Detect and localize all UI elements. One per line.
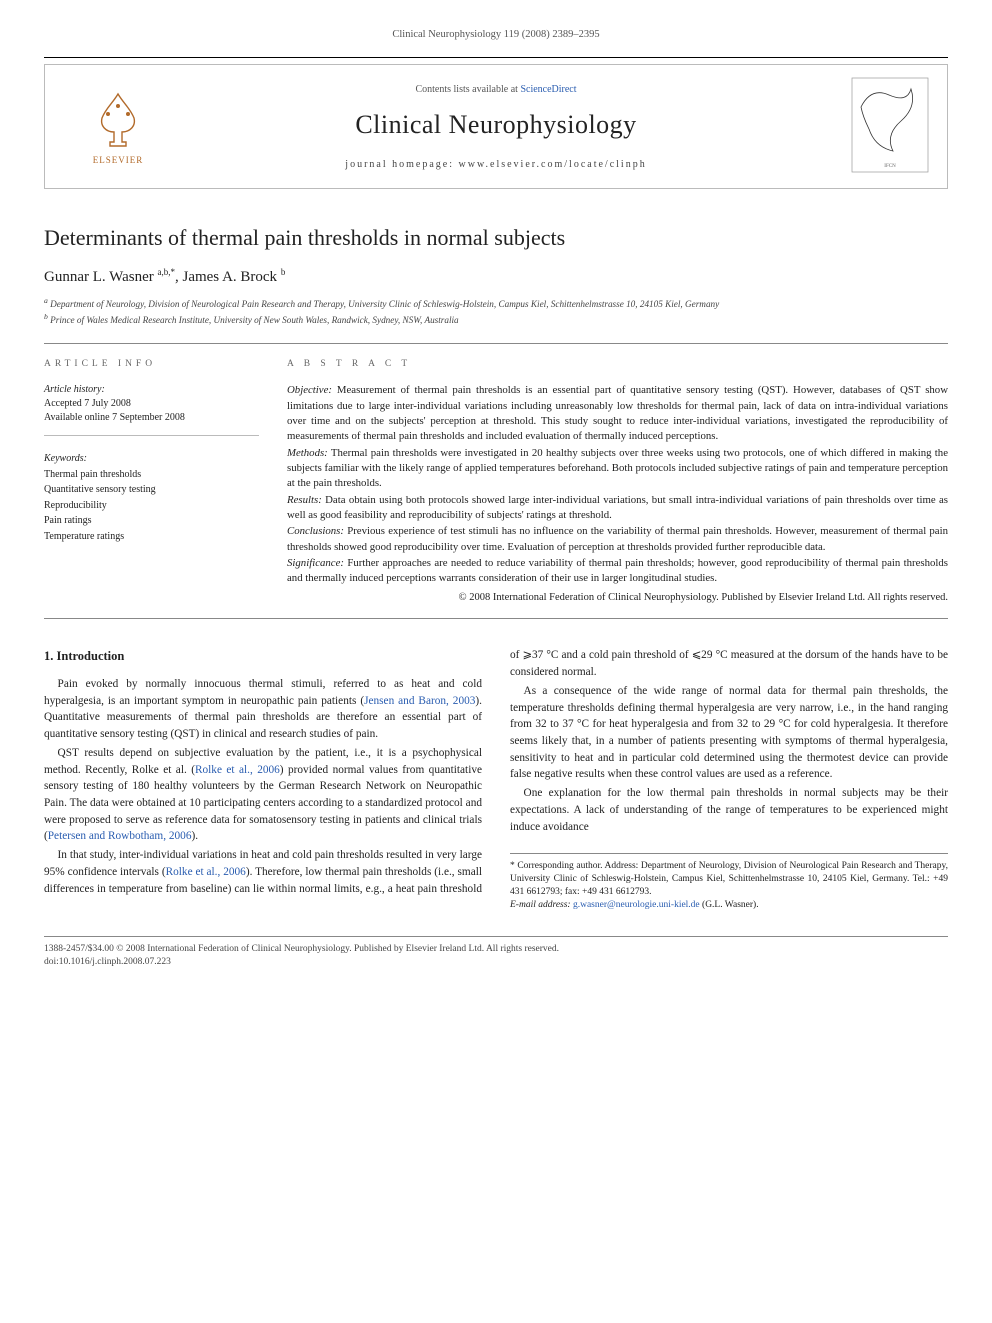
citation-link[interactable]: Petersen and Rowbotham, 2006 bbox=[48, 830, 192, 842]
top-rule bbox=[44, 57, 948, 58]
email-label: E-mail address: bbox=[510, 900, 571, 910]
running-header: Clinical Neurophysiology 119 (2008) 2389… bbox=[44, 28, 948, 43]
email-tail: (G.L. Wasner). bbox=[700, 900, 759, 910]
footer-line-1: 1388-2457/$34.00 © 2008 International Fe… bbox=[44, 943, 948, 956]
elsevier-tree-icon bbox=[88, 88, 148, 152]
objective-label: Objective: bbox=[287, 384, 332, 396]
article-title: Determinants of thermal pain thresholds … bbox=[44, 223, 948, 254]
results-label: Results: bbox=[287, 494, 322, 506]
publisher-name: ELSEVIER bbox=[93, 154, 144, 167]
affiliation-b: b Prince of Wales Medical Research Insti… bbox=[44, 312, 948, 326]
methods-text: Thermal pain thresholds were investigate… bbox=[287, 447, 948, 490]
article-info-head: ARTICLE INFO bbox=[44, 358, 259, 371]
contents-list-line: Contents lists available at ScienceDirec… bbox=[173, 83, 819, 97]
conclusions-text: Previous experience of test stimuli has … bbox=[287, 525, 948, 552]
affiliation-b-text: Prince of Wales Medical Research Institu… bbox=[50, 316, 459, 326]
results-text: Data obtain using both protocols showed … bbox=[287, 494, 948, 521]
keyword-item: Temperature ratings bbox=[44, 530, 259, 545]
email-link[interactable]: g.wasner@neurologie.uni-kiel.de bbox=[573, 900, 700, 910]
abstract-body: Objective: Measurement of thermal pain t… bbox=[287, 383, 948, 605]
intro-heading: 1. Introduction bbox=[44, 647, 482, 666]
online-date: Available online 7 September 2008 bbox=[44, 411, 259, 425]
body-para: QST results depend on subjective evaluat… bbox=[44, 745, 482, 845]
journal-banner: ELSEVIER Contents lists available at Sci… bbox=[44, 64, 948, 190]
significance-text: Further approaches are needed to reduce … bbox=[287, 557, 948, 584]
info-abstract-block: ARTICLE INFO Article history: Accepted 7… bbox=[44, 343, 948, 619]
article-info-col: ARTICLE INFO Article history: Accepted 7… bbox=[44, 358, 259, 606]
objective-text: Measurement of thermal pain thresholds i… bbox=[287, 384, 948, 442]
history-label: Article history: bbox=[44, 383, 259, 397]
article-body: 1. Introduction Pain evoked by normally … bbox=[44, 647, 948, 911]
corr-author-text: * Corresponding author. Address: Departm… bbox=[510, 860, 948, 898]
keyword-item: Reproducibility bbox=[44, 499, 259, 514]
accepted-date: Accepted 7 July 2008 bbox=[44, 397, 259, 411]
significance-label: Significance: bbox=[287, 557, 344, 569]
abstract-col: A B S T R A C T Objective: Measurement o… bbox=[287, 358, 948, 606]
citation-link[interactable]: Jensen and Baron, 2003 bbox=[364, 695, 475, 707]
keyword-item: Quantitative sensory testing bbox=[44, 483, 259, 498]
banner-center: Contents lists available at ScienceDirec… bbox=[173, 83, 819, 171]
corresponding-footnote: * Corresponding author. Address: Departm… bbox=[510, 853, 948, 911]
citation-link[interactable]: Rolke et al., 2006 bbox=[195, 764, 280, 776]
publisher-logo-block: ELSEVIER bbox=[63, 88, 173, 167]
keywords-block: Keywords: Thermal pain thresholds Quanti… bbox=[44, 452, 259, 544]
affiliation-a-text: Department of Neurology, Division of Neu… bbox=[50, 299, 719, 309]
abstract-head: A B S T R A C T bbox=[287, 358, 948, 371]
authors: Gunnar L. Wasner a,b,*, James A. Brock b bbox=[44, 266, 948, 288]
author-2-affil: b bbox=[281, 267, 286, 277]
page-footer: 1388-2457/$34.00 © 2008 International Fe… bbox=[44, 936, 948, 970]
article-history: Article history: Accepted 7 July 2008 Av… bbox=[44, 383, 259, 436]
journal-title: Clinical Neurophysiology bbox=[173, 107, 819, 143]
keyword-item: Pain ratings bbox=[44, 514, 259, 529]
body-para: Pain evoked by normally innocuous therma… bbox=[44, 676, 482, 743]
p2c: ). bbox=[191, 830, 198, 842]
journal-cover-icon: IFCN bbox=[851, 77, 929, 173]
svg-text:IFCN: IFCN bbox=[884, 164, 896, 169]
body-para: One explanation for the low thermal pain… bbox=[510, 785, 948, 835]
body-para: As a consequence of the wide range of no… bbox=[510, 683, 948, 783]
affiliation-a: a Department of Neurology, Division of N… bbox=[44, 296, 948, 310]
citation-link[interactable]: Rolke et al., 2006 bbox=[166, 866, 246, 878]
conclusions-label: Conclusions: bbox=[287, 525, 344, 537]
contents-prefix: Contents lists available at bbox=[415, 84, 520, 95]
author-1: Gunnar L. Wasner bbox=[44, 269, 157, 285]
keywords-label: Keywords: bbox=[44, 452, 259, 467]
author-2: , James A. Brock bbox=[175, 269, 281, 285]
footer-doi: doi:10.1016/j.clinph.2008.07.223 bbox=[44, 956, 948, 969]
methods-label: Methods: bbox=[287, 447, 328, 459]
journal-homepage: journal homepage: www.elsevier.com/locat… bbox=[173, 158, 819, 172]
keyword-item: Thermal pain thresholds bbox=[44, 468, 259, 483]
sciencedirect-link[interactable]: ScienceDirect bbox=[520, 84, 576, 95]
author-1-affil: a,b,* bbox=[157, 267, 175, 277]
abstract-copyright: © 2008 International Federation of Clini… bbox=[287, 591, 948, 606]
cover-thumb-block: IFCN bbox=[819, 77, 929, 179]
